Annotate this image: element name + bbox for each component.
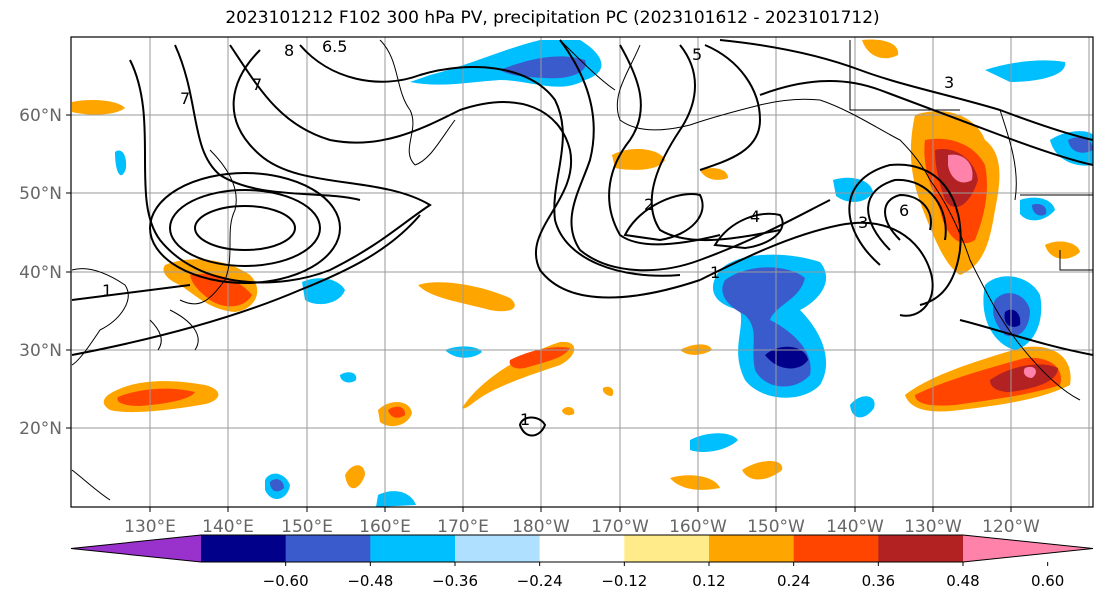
lon-tick-label: 180°W: [512, 517, 570, 537]
colorbar-tick-label: −0.60: [263, 572, 309, 590]
colorbar-tick-label: 0.36: [862, 572, 895, 590]
lon-tick-label: 140°W: [826, 517, 884, 537]
lon-tick-label: 170°E: [437, 517, 489, 537]
colorbar-segment: [285, 535, 371, 562]
lon-tick-label: 120°W: [982, 517, 1040, 537]
lat-tick-label: 30°N: [19, 341, 62, 361]
lat-tick-label: 50°N: [19, 184, 62, 204]
lon-tick-label: 160°W: [669, 517, 727, 537]
colorbar-tick-label: 0.12: [692, 572, 725, 590]
colorbar-segment: [201, 535, 287, 562]
pv-contours: [71, 39, 1093, 437]
lat-tick-label: 20°N: [19, 419, 62, 439]
colorbar-segment: [624, 535, 710, 562]
colorbar-tick-label: −0.12: [601, 572, 647, 590]
lon-tick-label: 150°W: [747, 517, 805, 537]
contour-label: 2: [644, 195, 654, 214]
lon-tick-label: 170°W: [591, 517, 649, 537]
colorbar-segment: [709, 535, 795, 562]
lon-tick-label: 130°E: [124, 517, 176, 537]
contour-label: 1: [102, 281, 112, 300]
colorbar-segment: [455, 535, 541, 562]
colorbar-extend-high: [963, 535, 1093, 562]
lon-tick-label: 160°E: [359, 517, 411, 537]
colorbar-tick-label: 0.48: [946, 572, 979, 590]
colorbar-segment: [539, 535, 625, 562]
colorbar-tick-label: −0.36: [432, 572, 478, 590]
longitude-tick-labels: 130°E 140°E 150°E 160°E 170°E 180°W 170°W 160°W…: [124, 517, 1040, 537]
contour-label: 3: [944, 73, 954, 92]
colorbar-tick-label: 0.60: [1031, 572, 1064, 590]
contour-label: 5: [692, 45, 702, 64]
colorbar-segment: [370, 535, 456, 562]
contour-label: 7: [180, 89, 190, 108]
colorbar-segment: [878, 535, 964, 562]
map-gridlines: [71, 37, 1093, 507]
map-panel: 8 7 6.5 6 5 4 3 2 1 1 1 7 3: [71, 37, 1093, 507]
contour-label: 4: [750, 207, 760, 226]
colorbar: −0.60 −0.48 −0.36 −0.24 −0.12 0.12 0.24 0.36 0.4…: [70, 534, 1094, 590]
contour-label: 8: [284, 41, 294, 60]
contour-label: 3: [858, 213, 868, 232]
colorbar-segment: [793, 535, 879, 562]
lat-tick-label: 40°N: [19, 263, 62, 283]
contour-label: 7: [252, 75, 262, 94]
lon-tick-label: 140°E: [202, 517, 254, 537]
lon-tick-label: 130°W: [904, 517, 962, 537]
colorbar-tick-label: 0.24: [777, 572, 810, 590]
chart-title: 2023101212 F102 300 hPa PV, precipitatio…: [225, 8, 880, 28]
colorbar-extend-low: [71, 535, 201, 562]
contour-label: 6: [899, 201, 909, 220]
lat-tick-label: 60°N: [19, 106, 62, 126]
latitude-tick-labels: 60°N 50°N 40°N 30°N 20°N: [19, 106, 62, 439]
contour-label: 1: [520, 410, 530, 429]
axis-ticks: [66, 114, 1012, 512]
colorbar-tick-label: −0.24: [517, 572, 563, 590]
contour-label: 1: [710, 263, 720, 282]
colorbar-tick-label: −0.48: [347, 572, 393, 590]
contour-label: 6.5: [322, 37, 347, 56]
pv-contour-labels: 8 7 6.5 6 5 4 3 2 1 1 1 7 3: [102, 37, 954, 429]
lon-tick-label: 150°E: [281, 517, 333, 537]
